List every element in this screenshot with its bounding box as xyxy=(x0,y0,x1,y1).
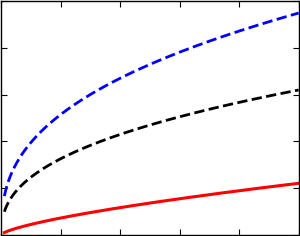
high freq xyxy=(162,57,165,60)
Line: high freq: high freq xyxy=(4,13,298,196)
mid freq xyxy=(3,210,6,213)
Line: low freq: low freq xyxy=(4,183,298,232)
mid freq xyxy=(244,100,247,102)
high freq xyxy=(290,14,293,17)
mid freq xyxy=(178,115,181,118)
mid freq xyxy=(162,120,165,122)
Line: mid freq: mid freq xyxy=(4,90,298,212)
mid freq xyxy=(144,125,148,128)
high freq xyxy=(144,65,148,67)
high freq xyxy=(142,66,146,68)
low freq xyxy=(144,202,148,205)
low freq xyxy=(142,202,146,205)
low freq xyxy=(162,200,165,202)
high freq xyxy=(3,195,6,198)
low freq xyxy=(297,182,300,185)
mid freq xyxy=(142,125,146,128)
high freq xyxy=(244,28,247,30)
low freq xyxy=(178,197,181,200)
mid freq xyxy=(290,90,293,93)
low freq xyxy=(3,231,6,234)
high freq xyxy=(297,12,300,14)
mid freq xyxy=(297,88,300,91)
low freq xyxy=(290,183,293,185)
high freq xyxy=(178,51,181,54)
low freq xyxy=(244,189,247,191)
